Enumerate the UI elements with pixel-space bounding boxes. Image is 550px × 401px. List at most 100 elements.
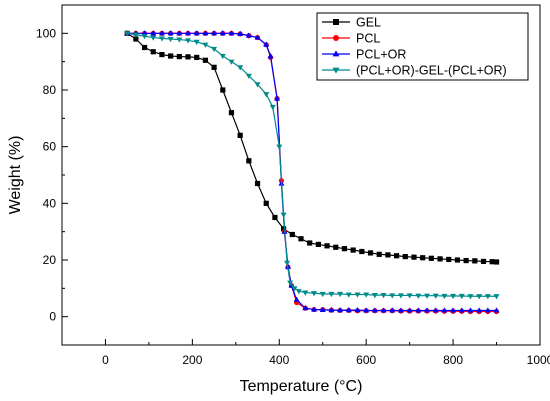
data-point xyxy=(185,38,192,44)
x-tick-label: 200 xyxy=(182,353,202,367)
data-point xyxy=(467,294,474,300)
data-point xyxy=(132,32,139,38)
data-point xyxy=(133,36,139,42)
data-point xyxy=(228,59,235,65)
data-point xyxy=(345,292,352,298)
data-point xyxy=(324,243,330,249)
legend-marker xyxy=(332,50,340,57)
data-point xyxy=(406,293,413,299)
data-point xyxy=(269,104,276,111)
legend-label: GEL xyxy=(356,16,381,30)
legend-marker xyxy=(332,67,340,74)
data-point xyxy=(341,246,348,252)
data-point xyxy=(263,92,270,98)
data-point xyxy=(328,307,335,313)
data-point xyxy=(337,291,344,298)
data-point xyxy=(450,293,457,300)
data-point xyxy=(311,306,318,312)
data-point xyxy=(472,258,478,264)
data-point xyxy=(385,252,391,258)
data-point xyxy=(287,280,294,286)
legend-label: (PCL+OR)-GEL-(PCL+OR) xyxy=(356,64,507,78)
data-point xyxy=(311,291,318,297)
data-point xyxy=(274,95,281,101)
data-point xyxy=(484,307,491,313)
data-point xyxy=(263,200,269,206)
data-point xyxy=(371,307,378,313)
data-point xyxy=(380,307,387,313)
y-tick-label: 40 xyxy=(43,196,57,210)
data-point xyxy=(150,35,157,41)
series-4 xyxy=(124,31,500,300)
data-point xyxy=(363,307,370,313)
data-point xyxy=(493,294,500,300)
data-point xyxy=(406,307,413,313)
data-point xyxy=(150,49,156,55)
data-point xyxy=(493,307,500,313)
data-point xyxy=(295,289,302,295)
data-point xyxy=(389,293,396,299)
data-point xyxy=(480,258,487,265)
data-point xyxy=(237,30,244,36)
data-point xyxy=(228,30,235,36)
data-point xyxy=(363,292,370,298)
legend-label: PCL+OR xyxy=(356,48,406,62)
data-point xyxy=(420,255,426,261)
data-point xyxy=(254,82,261,88)
data-point xyxy=(194,54,200,61)
data-point xyxy=(280,212,287,218)
data-point xyxy=(415,293,422,299)
data-point xyxy=(237,65,244,71)
data-point xyxy=(141,44,148,51)
data-point xyxy=(124,31,131,37)
data-point xyxy=(228,110,235,116)
data-point xyxy=(211,30,218,36)
legend-marker xyxy=(333,19,339,25)
data-point xyxy=(484,294,491,300)
data-point xyxy=(333,244,339,250)
data-point xyxy=(202,57,208,63)
data-point xyxy=(354,307,361,313)
data-point xyxy=(476,294,483,300)
data-point xyxy=(272,214,278,221)
data-point xyxy=(193,39,200,45)
data-point xyxy=(337,307,344,313)
data-point xyxy=(245,73,252,79)
data-point xyxy=(437,256,443,262)
data-point xyxy=(293,296,300,302)
y-tick-label: 80 xyxy=(43,83,57,97)
data-point xyxy=(359,248,365,255)
data-point xyxy=(446,256,452,263)
data-point xyxy=(319,306,326,312)
data-point xyxy=(441,307,448,313)
data-point xyxy=(450,307,457,313)
data-point xyxy=(168,53,174,59)
x-tick-label: 600 xyxy=(356,353,376,367)
data-point xyxy=(350,247,356,253)
data-point xyxy=(176,30,183,36)
data-point xyxy=(159,51,165,58)
data-point xyxy=(302,305,309,311)
data-point xyxy=(246,158,252,164)
data-point xyxy=(315,241,321,248)
data-point xyxy=(389,307,396,313)
data-point xyxy=(202,42,209,48)
data-point xyxy=(376,251,382,257)
data-point xyxy=(428,255,434,261)
data-point xyxy=(254,34,261,40)
x-tick-label: 800 xyxy=(443,353,463,367)
legend-label: PCL xyxy=(356,32,380,46)
data-point xyxy=(202,30,209,36)
data-point xyxy=(345,307,352,313)
data-point xyxy=(185,54,191,60)
series-layer xyxy=(124,30,500,315)
data-point xyxy=(219,53,226,60)
data-point xyxy=(493,259,500,265)
data-point xyxy=(319,291,326,298)
y-tick-label: 100 xyxy=(36,26,56,40)
data-point xyxy=(141,34,148,40)
y-tick-label: 0 xyxy=(49,310,56,324)
